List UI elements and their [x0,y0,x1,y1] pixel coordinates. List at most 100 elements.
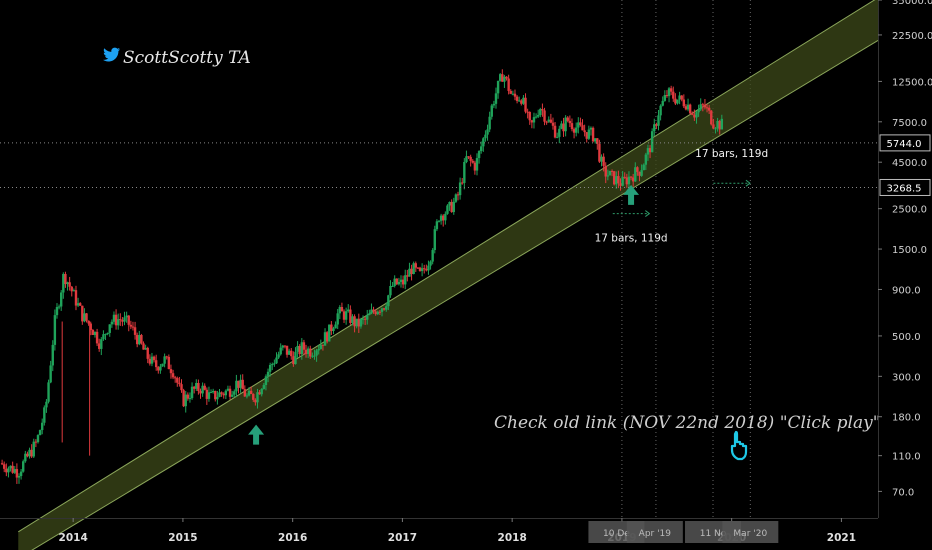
candle-body [62,273,65,293]
candle-body [319,344,323,350]
candle-body [55,307,59,316]
candle-body [547,119,550,122]
candle-body [9,465,12,469]
candle-body [264,376,268,386]
candle-body [355,318,358,327]
candle-body [418,267,422,272]
candle-body [448,201,451,206]
candle-body [313,355,316,357]
old-link-note[interactable]: Check old link (NOV 22nd 2018) "Click pl… [494,413,881,433]
candle-body [420,268,424,272]
candle-body [199,390,202,394]
candle-body [167,356,171,370]
candle-body [439,215,443,221]
candle-body [359,319,363,327]
candle-body [532,117,536,123]
candle-body [581,125,584,131]
candle-body [85,313,88,321]
candle-body [104,334,107,336]
candle-body [642,164,645,171]
candle-body [553,125,557,138]
candle-body [699,104,702,110]
candle-body [610,170,614,172]
candle-body [201,385,204,394]
candle-body [539,109,542,116]
candle-body [475,158,479,171]
candle-body [380,308,384,312]
candle-body [471,160,474,163]
candle-body [499,74,502,81]
candle-body [492,103,496,106]
candle-body [433,229,436,251]
candle-body [336,313,339,325]
candle-body [477,151,481,159]
candle-body [74,290,78,306]
candle-body [205,389,209,399]
candle-body [243,389,247,397]
candle-body [252,394,255,400]
candle-body [207,392,211,399]
date-marker-label: 10 De [603,529,630,539]
candle-body [465,156,468,162]
candle-body [131,326,135,328]
candle-body [342,311,346,320]
candle-body [598,143,601,162]
candle-body [446,205,449,214]
candle-body [230,394,234,397]
candle-body [311,355,314,357]
candle-body [28,449,31,457]
candle-body [249,390,253,395]
trend-channel [18,0,879,550]
candle-body [344,311,348,320]
candle-body [655,124,658,126]
candle-body [423,268,426,270]
candle-body [612,171,616,185]
candle-body [106,332,109,335]
candle-body [667,88,671,97]
y-tick-label: 2500.0 [892,205,927,216]
candle-body [315,350,318,356]
candle-body [41,422,44,431]
candle-body [600,156,603,162]
candle-body [26,453,29,457]
candle-body [697,109,700,113]
candle-body [266,371,270,377]
candle-body [157,367,160,371]
y-tick-label: 22500.0 [892,31,932,42]
candle-body [281,345,285,348]
annotations: 5744.0 3268.5 17 bars, 119d 17 bars, 119d [0,134,931,445]
candle-body [484,134,487,139]
candle-body [260,388,263,395]
candle-body [406,275,409,277]
candle-body [159,366,162,371]
date-marker-box [722,521,779,543]
candle-body [17,475,21,478]
candle-body [653,124,656,132]
candle-body [640,170,643,176]
candle-body [325,332,329,342]
candle-body [79,303,82,306]
candle-body [36,435,40,443]
candle-body [555,136,559,138]
candle-body [127,315,130,325]
candle-body [24,453,27,462]
candle-body [623,176,626,178]
candle-body [129,324,133,327]
candle-body [526,111,529,113]
candle-body [518,100,521,102]
candle-body [636,167,639,172]
candle-body [437,220,441,222]
candle-body [397,281,401,285]
candle-body [703,104,707,108]
candle-body [171,373,175,378]
candle-body [399,279,403,282]
candle-body [551,122,555,126]
candle-body [224,390,228,396]
pointing-hand-icon[interactable] [730,430,748,461]
candle-body [0,463,4,465]
candle-body [273,363,276,365]
candle-body [427,265,430,271]
channel-band [18,0,878,550]
y-tick-label: 500.0 [892,332,921,343]
